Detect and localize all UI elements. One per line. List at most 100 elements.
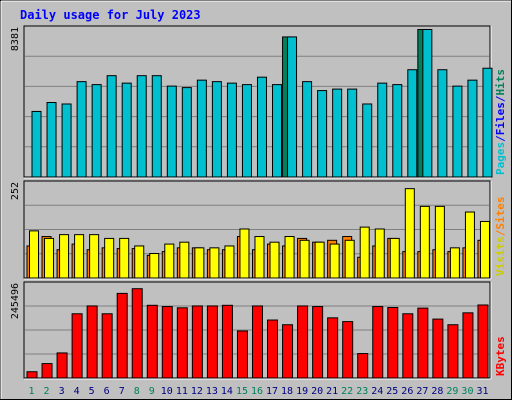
day-label-30: 30 [461, 386, 473, 397]
bar-visits-day-19 [299, 239, 310, 279]
label-sites: Sites [494, 197, 507, 230]
day-label-26: 26 [401, 386, 413, 397]
day-label-7: 7 [119, 386, 125, 397]
bar-kbytes-day-5 [86, 305, 98, 379]
label-separator: / [494, 135, 507, 142]
panel-kbytes: 245496 KBytes [10, 281, 507, 380]
bar-pages-day-7 [121, 82, 132, 178]
bar-pages-day-2 [46, 102, 57, 178]
day-label-20: 20 [311, 386, 323, 397]
bar-kbytes-day-1 [26, 371, 38, 379]
bar-pages-day-3 [61, 103, 72, 178]
panel-series-label: Pages/Files/Hits [494, 69, 507, 175]
bar-visits-day-13 [209, 247, 220, 279]
bar-visits-day-18 [284, 236, 295, 279]
bar-pages-day-26 [407, 69, 418, 178]
bar-visits-day-31 [479, 220, 490, 279]
bar-kbytes-day-16 [251, 305, 263, 379]
panel-visits: 252 Visits/Sites [10, 180, 507, 280]
day-label-27: 27 [416, 386, 428, 397]
day-label-2: 2 [44, 386, 50, 397]
bar-pages-day-14 [226, 82, 237, 178]
day-label-22: 22 [341, 386, 353, 397]
bar-pages-day-1 [31, 110, 42, 178]
day-label-9: 9 [149, 386, 155, 397]
bar-kbytes-day-25 [387, 307, 399, 379]
panel-series-label: KBytes [494, 336, 507, 376]
day-label-18: 18 [281, 386, 293, 397]
bar-pages-day-21 [332, 88, 343, 178]
bar-pages-day-8 [136, 75, 147, 178]
bar-pages-day-11 [181, 87, 192, 178]
day-label-23: 23 [356, 386, 368, 397]
panel-requests: 8381 Pages/Files/Hits [10, 25, 507, 179]
day-label-28: 28 [431, 386, 443, 397]
bar-pages-day-6 [106, 75, 117, 178]
day-label-6: 6 [104, 386, 110, 397]
bar-visits-day-16 [254, 236, 265, 279]
label-visits: Visits [494, 236, 507, 276]
bar-visits-day-14 [224, 245, 235, 279]
bar-visits-day-27 [419, 205, 430, 279]
bar-kbytes-day-22 [342, 321, 354, 379]
bar-kbytes-day-28 [432, 318, 444, 379]
bar-visits-day-8 [134, 245, 145, 279]
day-label-8: 8 [134, 386, 140, 397]
panel-max-label: 8381 [10, 27, 21, 51]
day-label-3: 3 [59, 386, 65, 397]
bar-visits-day-22 [344, 239, 355, 279]
day-label-21: 21 [326, 386, 338, 397]
bar-visits-day-6 [104, 237, 115, 279]
bar-kbytes-day-12 [191, 305, 203, 379]
bar-visits-day-15 [239, 228, 250, 279]
bar-kbytes-day-2 [41, 363, 53, 379]
bar-kbytes-day-20 [312, 306, 324, 379]
bar-pages-day-15 [241, 84, 252, 178]
bar-visits-day-30 [464, 211, 475, 279]
day-label-10: 10 [161, 386, 173, 397]
bar-kbytes-day-13 [206, 305, 218, 379]
bar-visits-day-11 [179, 241, 190, 279]
bar-visits-day-26 [404, 188, 415, 279]
bar-kbytes-day-17 [267, 319, 279, 379]
bar-visits-day-2 [44, 237, 55, 279]
day-label-31: 31 [476, 386, 488, 397]
day-label-25: 25 [386, 386, 398, 397]
bar-pages-day-24 [377, 82, 388, 178]
bar-kbytes-day-30 [462, 312, 474, 379]
bar-pages-day-23 [362, 103, 373, 178]
bar-pages-day-5 [91, 84, 102, 178]
bar-kbytes-day-21 [327, 317, 339, 379]
bar-pages-day-18 [287, 36, 298, 178]
bar-pages-day-13 [211, 81, 222, 178]
bar-kbytes-day-7 [116, 292, 128, 379]
bar-visits-day-29 [449, 247, 460, 279]
day-label-14: 14 [221, 386, 233, 397]
bar-kbytes-day-9 [146, 304, 158, 379]
bar-kbytes-day-4 [71, 313, 83, 379]
panel-series-label: Visits/Sites [494, 197, 507, 277]
label-kbytes: KBytes [494, 336, 507, 376]
bar-kbytes-day-27 [417, 307, 429, 379]
bar-pages-day-4 [76, 81, 87, 178]
bar-kbytes-day-11 [176, 307, 188, 379]
day-label-16: 16 [251, 386, 263, 397]
label-files: Files [494, 102, 507, 135]
bar-visits-day-1 [29, 230, 39, 279]
day-label-29: 29 [446, 386, 458, 397]
bar-visits-day-17 [269, 241, 280, 279]
bar-pages-day-12 [196, 79, 207, 178]
label-hits: Hits [494, 69, 507, 96]
bar-visits-day-10 [164, 243, 175, 279]
label-separator: / [494, 95, 507, 102]
bar-kbytes-day-24 [372, 306, 384, 379]
day-label-12: 12 [191, 386, 203, 397]
bar-visits-day-21 [329, 243, 340, 279]
bar-pages-day-25 [392, 84, 403, 178]
label-separator: / [494, 229, 507, 236]
bar-pages-day-16 [256, 76, 267, 178]
bar-kbytes-day-23 [357, 353, 369, 379]
bar-pages-day-27 [422, 28, 433, 178]
bar-kbytes-day-3 [56, 352, 68, 379]
